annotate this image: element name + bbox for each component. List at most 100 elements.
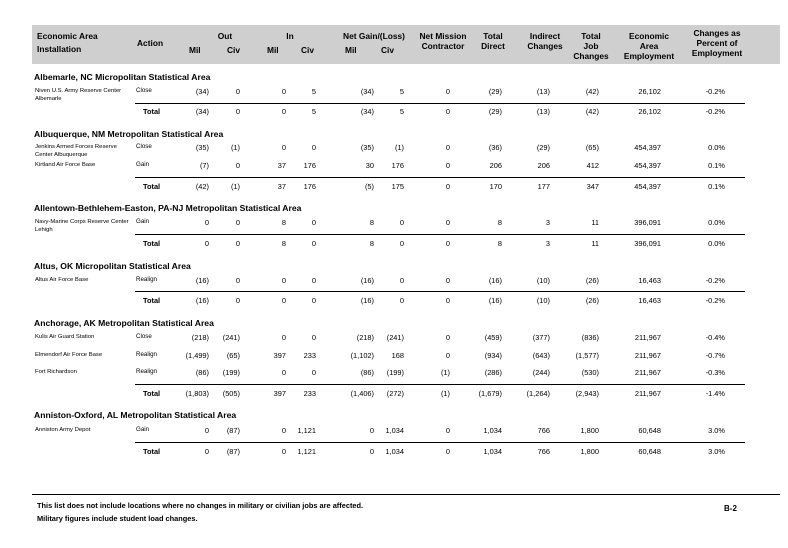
header-indirect-changes: Indirect Changes [527, 31, 563, 51]
total-cell-col-1: 0 [235, 107, 240, 116]
table-cell-col-8: (10) [536, 276, 550, 285]
table-cell-col-6: 0 [445, 351, 450, 360]
total-separator [135, 291, 745, 292]
table-cell-col-5: 0 [399, 276, 404, 285]
table-cell-col-11: 3.0% [708, 426, 725, 435]
table-cell-col-1: (65) [226, 351, 240, 360]
total-cell-col-1: 0 [235, 296, 240, 305]
table-cell-col-1: 0 [235, 87, 240, 96]
section-title: Albuquerque, NM Metropolitan Statistical… [34, 129, 224, 139]
table-cell-col-4: (35) [360, 143, 374, 152]
total-cell-col-7: (1,679) [478, 389, 502, 398]
total-cell-col-0: (42) [195, 182, 209, 191]
table-cell-col-10: 26,102 [638, 87, 661, 96]
total-cell-col-2: 0 [281, 296, 286, 305]
table-cell-col-5: 5 [399, 87, 404, 96]
total-cell-col-7: (29) [488, 107, 502, 116]
total-cell-col-10: 26,102 [638, 107, 661, 116]
total-cell-col-0: (34) [195, 107, 209, 116]
total-cell-col-6: 0 [445, 239, 450, 248]
header-in-mil: Mil [267, 45, 279, 55]
total-label: Total [143, 107, 161, 116]
installation-name: Kulis Air Guard Station [35, 334, 95, 340]
total-cell-col-5: (272) [386, 389, 404, 398]
total-cell-col-5: 175 [391, 182, 404, 191]
table-cell-col-4: 0 [369, 426, 374, 435]
total-cell-col-3: 233 [303, 389, 316, 398]
table-cell-col-8: (377) [532, 333, 550, 342]
total-label: Total [143, 389, 161, 398]
table-cell-col-8: (244) [532, 368, 550, 377]
table-cell-col-2: 0 [281, 426, 286, 435]
table-cell-col-11: 0.1% [708, 161, 725, 170]
total-cell-col-11: -0.2% [705, 296, 725, 305]
table-cell-col-9: (530) [581, 368, 599, 377]
header-net-mission-contractor: Net Mission Contractor [419, 31, 467, 51]
section-title: Allentown-Bethlehem-Easton, PA-NJ Metrop… [34, 203, 302, 213]
table-cell-col-0: (7) [199, 161, 209, 170]
header-in-civ: Civ [301, 45, 315, 55]
total-cell-col-8: 3 [545, 239, 550, 248]
table-cell-col-5: 176 [391, 161, 404, 170]
table-cell-col-1: (1) [230, 143, 240, 152]
total-cell-col-3: 176 [303, 182, 316, 191]
table-cell-col-8: (29) [536, 143, 550, 152]
total-separator [135, 103, 745, 104]
table-cell-col-0: 0 [204, 426, 209, 435]
section-title: Anniston-Oxford, AL Metropolitan Statist… [34, 410, 237, 420]
total-cell-col-10: 454,397 [634, 182, 661, 191]
table-cell-col-7: 8 [497, 218, 502, 227]
table-cell-col-6: (1) [440, 368, 450, 377]
table-cell-col-3: 1,121 [297, 426, 317, 435]
total-cell-col-0: (1,803) [185, 389, 209, 398]
total-cell-col-2: 0 [281, 107, 286, 116]
total-cell-col-11: -1.4% [705, 389, 725, 398]
total-cell-col-2: 0 [281, 447, 286, 456]
table-cell-col-2: 0 [281, 276, 286, 285]
table-cell-col-9: (836) [581, 333, 599, 342]
header-net-mil: Mil [345, 45, 357, 55]
table-cell-col-0: 0 [204, 218, 209, 227]
table-cell-col-10: 396,091 [634, 218, 661, 227]
table-cell-col-1: 0 [235, 276, 240, 285]
table-cell-col-11: 0.0% [708, 143, 725, 152]
table-cell-col-0: (1,499) [185, 351, 209, 360]
total-cell-col-8: 177 [537, 182, 550, 191]
total-cell-col-9: 11 [591, 239, 599, 248]
total-cell-col-6: 0 [445, 447, 450, 456]
table-cell-col-10: 454,397 [634, 161, 661, 170]
total-cell-col-7: 8 [497, 239, 502, 248]
total-cell-col-6: 0 [445, 182, 450, 191]
total-separator [135, 177, 745, 178]
installation-name: Jenkins Armed Forces Reserve Center Albu… [35, 144, 117, 158]
total-cell-col-9: 347 [586, 182, 599, 191]
table-cell-col-5: (199) [386, 368, 404, 377]
table-cell-col-9: 1,800 [580, 426, 600, 435]
table-cell-col-2: 0 [281, 368, 286, 377]
total-cell-col-4: (1,406) [350, 389, 374, 398]
total-cell-col-4: 8 [369, 239, 374, 248]
total-cell-col-1: (505) [222, 389, 240, 398]
table-cell-col-7: (16) [488, 276, 502, 285]
table-cell-col-10: 60,648 [638, 426, 661, 435]
table-cell-col-7: (459) [484, 333, 502, 342]
total-cell-col-4: (5) [364, 182, 374, 191]
table-cell-col-7: 206 [489, 161, 502, 170]
action-label: Close [136, 333, 152, 340]
table-cell-col-6: 0 [445, 426, 450, 435]
total-cell-col-4: (34) [360, 107, 374, 116]
action-label: Realign [136, 351, 157, 358]
section-title: Albemarle, NC Micropolitan Statistical A… [34, 72, 211, 82]
table-cell-col-8: (643) [532, 351, 550, 360]
total-cell-col-9: 1,800 [580, 447, 600, 456]
total-cell-col-1: 0 [235, 239, 240, 248]
total-cell-col-7: (16) [488, 296, 502, 305]
footer-divider [32, 494, 780, 495]
table-cell-col-2: 37 [277, 161, 286, 170]
installation-name: Niven U.S. Army Reserve Center Albemarle [35, 88, 122, 102]
table-cell-col-11: -0.7% [705, 351, 725, 360]
table-cell-col-2: 0 [281, 143, 286, 152]
total-cell-col-8: (1,264) [526, 389, 550, 398]
total-cell-col-10: 396,091 [634, 239, 661, 248]
table-cell-col-8: 3 [545, 218, 550, 227]
